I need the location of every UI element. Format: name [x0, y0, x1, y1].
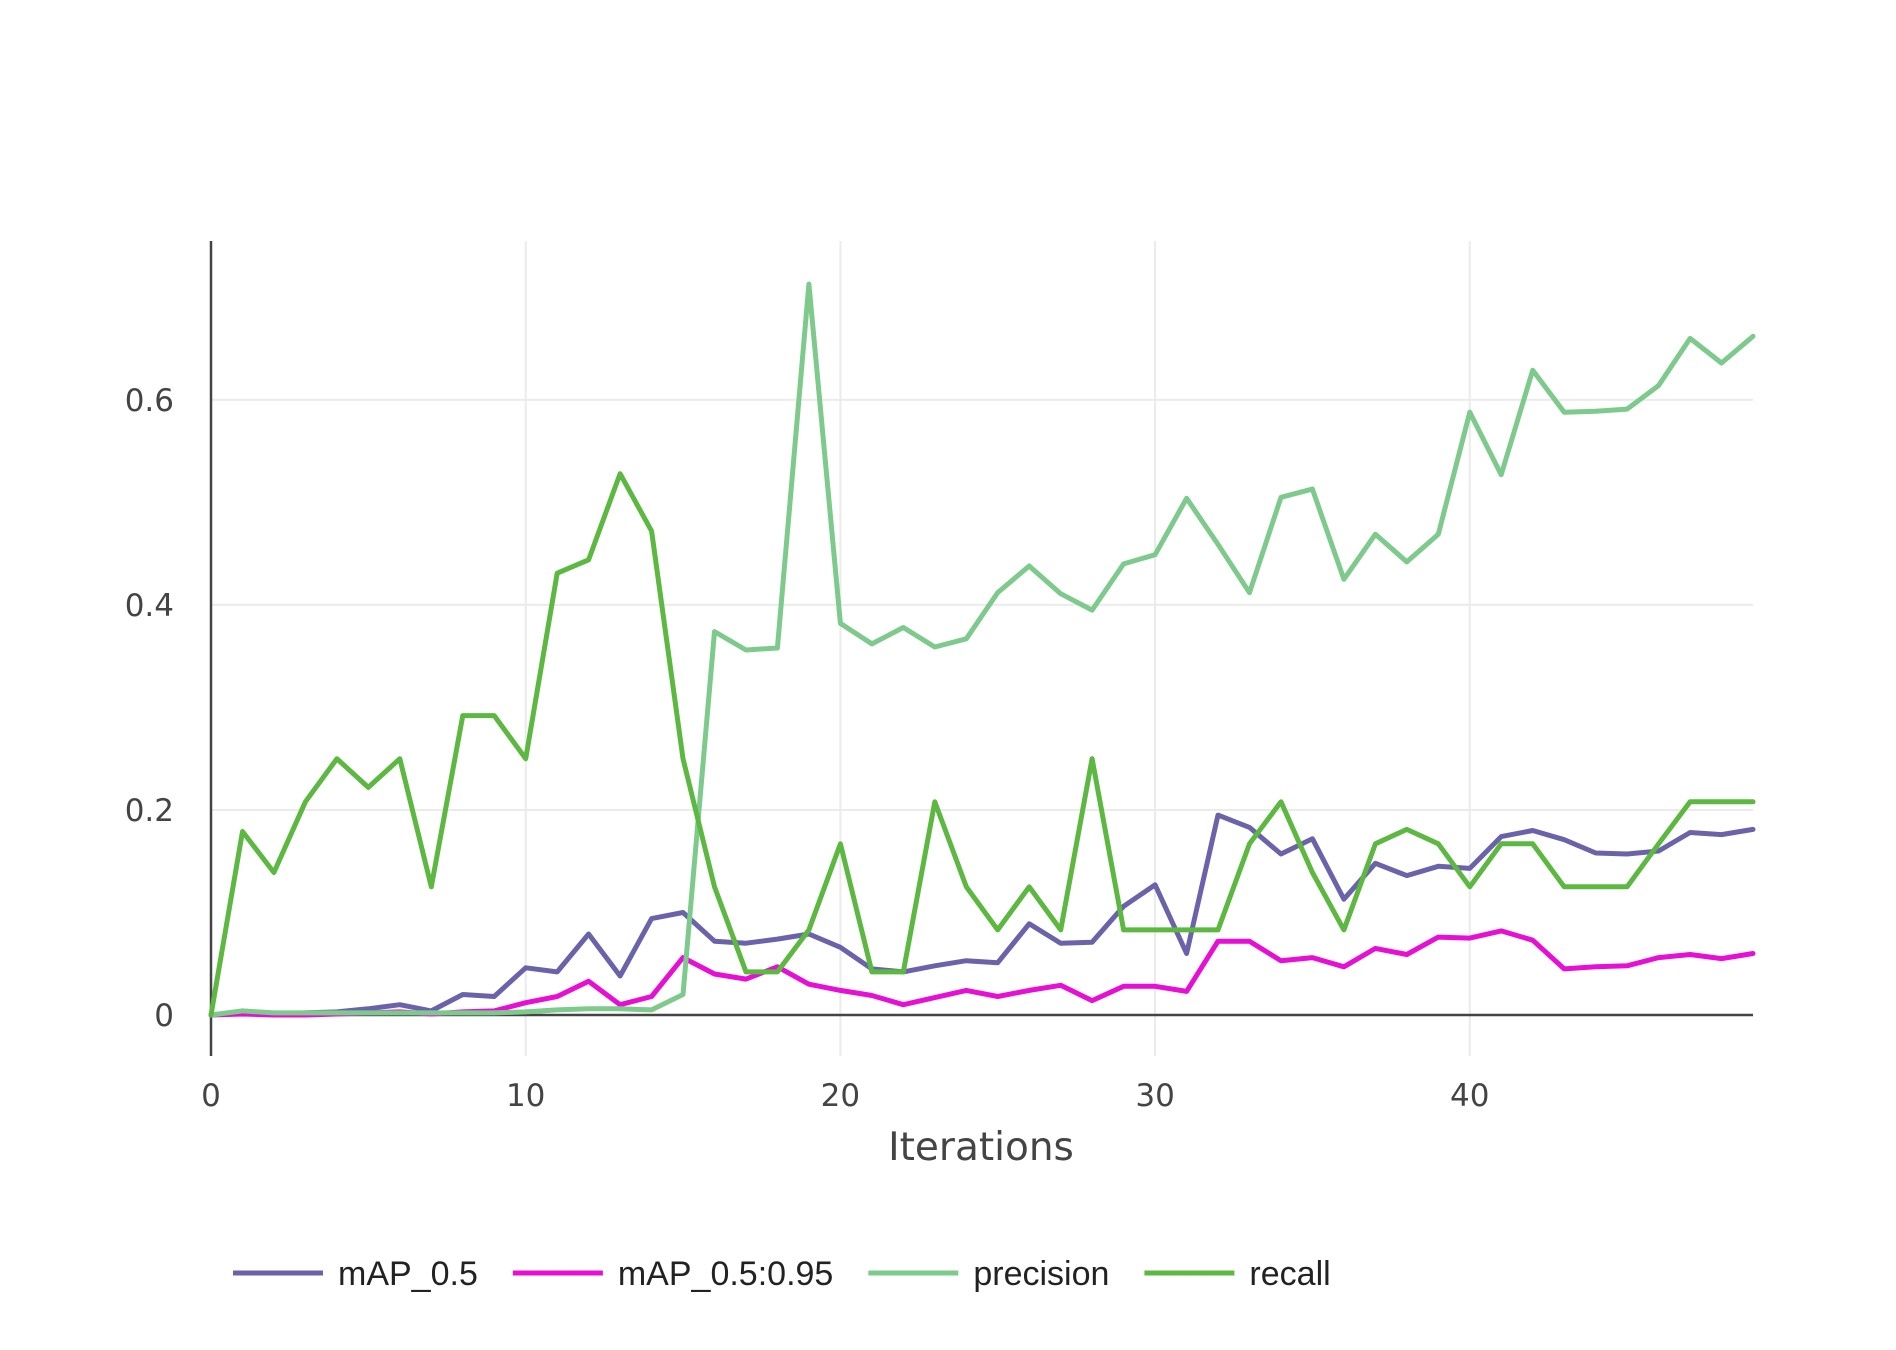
x-tick-label: 0 [201, 1078, 221, 1114]
legend-label: mAP_0.5 [338, 1255, 478, 1293]
legend-item-map-0-5[interactable]: mAP_0.5 [233, 1255, 478, 1293]
y-tick-label: 0 [154, 998, 174, 1034]
x-tick-label: 40 [1450, 1078, 1489, 1114]
grid-lines [211, 241, 1753, 1056]
legend-item-precision[interactable]: precision [868, 1255, 1109, 1293]
legend-label: precision [973, 1255, 1109, 1293]
legend-item-map-0-5-0-95[interactable]: mAP_0.5:0.95 [512, 1255, 833, 1293]
y-tick-label: 0.2 [125, 793, 174, 829]
legend-label: mAP_0.5:0.95 [618, 1255, 833, 1293]
x-tick-label: 30 [1135, 1078, 1174, 1114]
series-line-precision [208, 281, 1756, 1018]
legend-item-recall[interactable]: recall [1144, 1255, 1331, 1293]
x-tick-label: 10 [506, 1078, 545, 1114]
legend[interactable]: mAP_0.5 mAP_0.5:0.95 precision recall [233, 1255, 1331, 1293]
axes [209, 241, 1753, 1056]
x-axis-title: Iterations [888, 1125, 1074, 1170]
x-tick-label: 20 [821, 1078, 860, 1114]
tick-labels: 0 10 20 30 40 0 0.2 0.4 0.6 [125, 383, 1490, 1114]
series-line-map-0-5 [208, 812, 1756, 1018]
y-tick-label: 0.4 [125, 588, 174, 624]
y-tick-label: 0.6 [125, 383, 174, 419]
series-line-recall [208, 471, 1756, 1018]
series-lines [208, 281, 1756, 1018]
legend-label: recall [1249, 1255, 1330, 1293]
